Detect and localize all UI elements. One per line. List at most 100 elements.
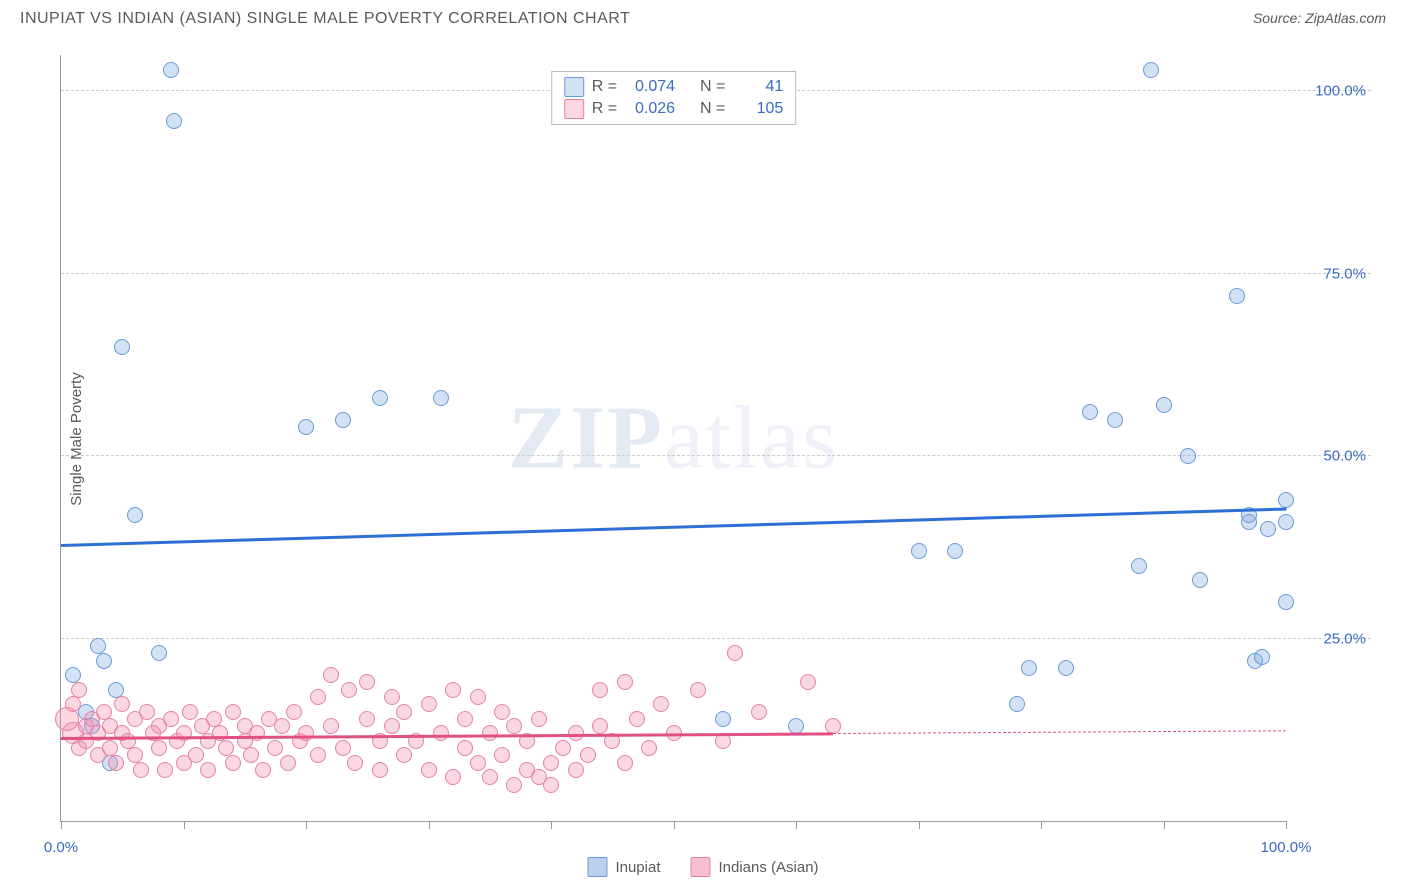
scatter-point xyxy=(1009,696,1025,712)
scatter-point xyxy=(323,667,339,683)
watermark-bold: ZIP xyxy=(508,389,664,488)
stats-n-value: 105 xyxy=(733,100,783,118)
x-tick xyxy=(919,821,920,829)
scatter-point xyxy=(267,740,283,756)
stats-n-label: N = xyxy=(700,100,725,118)
scatter-point xyxy=(1082,404,1098,420)
scatter-point xyxy=(96,704,112,720)
scatter-point xyxy=(157,762,173,778)
gridline-h xyxy=(61,638,1371,639)
scatter-point xyxy=(71,682,87,698)
stats-r-value: 0.074 xyxy=(625,78,675,96)
scatter-point xyxy=(96,653,112,669)
scatter-point xyxy=(482,769,498,785)
scatter-point xyxy=(421,696,437,712)
scatter-point xyxy=(1278,492,1294,508)
scatter-point xyxy=(335,740,351,756)
scatter-point xyxy=(555,740,571,756)
scatter-point xyxy=(249,725,265,741)
scatter-point xyxy=(617,755,633,771)
legend-swatch xyxy=(690,857,710,877)
scatter-point xyxy=(1254,649,1270,665)
x-tick xyxy=(796,821,797,829)
scatter-point xyxy=(163,62,179,78)
scatter-point xyxy=(1156,397,1172,413)
legend-label: Inupiat xyxy=(615,859,660,876)
scatter-point xyxy=(108,682,124,698)
scatter-point xyxy=(947,543,963,559)
scatter-point xyxy=(372,390,388,406)
scatter-point xyxy=(90,638,106,654)
scatter-point xyxy=(280,755,296,771)
source-name: ZipAtlas.com xyxy=(1305,10,1386,26)
scatter-point xyxy=(323,718,339,734)
scatter-point xyxy=(1229,288,1245,304)
scatter-point xyxy=(176,725,192,741)
stats-row: R =0.074 N =41 xyxy=(564,76,784,98)
scatter-point xyxy=(133,762,149,778)
stats-n-label: N = xyxy=(700,78,725,96)
x-tick xyxy=(551,821,552,829)
scatter-point xyxy=(286,704,302,720)
scatter-point xyxy=(359,711,375,727)
scatter-point xyxy=(243,747,259,763)
scatter-point xyxy=(911,543,927,559)
scatter-point xyxy=(506,718,522,734)
x-tick xyxy=(61,821,62,829)
x-tick-label: 100.0% xyxy=(1261,839,1312,856)
x-tick xyxy=(306,821,307,829)
x-tick xyxy=(674,821,675,829)
scatter-point xyxy=(641,740,657,756)
y-tick-label: 25.0% xyxy=(1323,630,1366,647)
scatter-point xyxy=(715,711,731,727)
scatter-point xyxy=(568,762,584,778)
scatter-point xyxy=(151,740,167,756)
scatter-point xyxy=(1278,514,1294,530)
scatter-point xyxy=(127,507,143,523)
scatter-point xyxy=(457,740,473,756)
scatter-point xyxy=(531,711,547,727)
y-tick-label: 75.0% xyxy=(1323,265,1366,282)
scatter-point xyxy=(372,762,388,778)
legend-label: Indians (Asian) xyxy=(718,859,818,876)
scatter-point xyxy=(629,711,645,727)
scatter-point xyxy=(1192,572,1208,588)
x-tick-label: 0.0% xyxy=(44,839,78,856)
scatter-point xyxy=(206,711,222,727)
scatter-point xyxy=(396,747,412,763)
legend: Inupiat Indians (Asian) xyxy=(587,857,818,877)
scatter-point xyxy=(617,674,633,690)
x-tick xyxy=(1164,821,1165,829)
source-attribution: Source: ZipAtlas.com xyxy=(1253,10,1386,28)
watermark: ZIPatlas xyxy=(508,387,839,490)
scatter-point xyxy=(457,711,473,727)
trend-line-dashed xyxy=(833,730,1286,734)
scatter-point xyxy=(200,762,216,778)
scatter-point xyxy=(1021,660,1037,676)
scatter-point xyxy=(433,390,449,406)
source-prefix: Source: xyxy=(1253,10,1305,26)
scatter-point xyxy=(384,718,400,734)
scatter-point xyxy=(396,704,412,720)
gridline-h xyxy=(61,273,1371,274)
scatter-point xyxy=(108,755,124,771)
scatter-point xyxy=(1131,558,1147,574)
scatter-point xyxy=(347,755,363,771)
scatter-point xyxy=(1107,412,1123,428)
scatter-point xyxy=(580,747,596,763)
scatter-point xyxy=(182,704,198,720)
scatter-point xyxy=(65,696,81,712)
scatter-point xyxy=(298,419,314,435)
x-tick xyxy=(1041,821,1042,829)
scatter-point xyxy=(470,755,486,771)
scatter-point xyxy=(592,718,608,734)
scatter-point xyxy=(543,777,559,793)
stats-swatch xyxy=(564,99,584,119)
scatter-point xyxy=(274,718,290,734)
scatter-point xyxy=(445,769,461,785)
scatter-point xyxy=(653,696,669,712)
scatter-point xyxy=(445,682,461,698)
scatter-point xyxy=(384,689,400,705)
scatter-point xyxy=(127,747,143,763)
scatter-point xyxy=(751,704,767,720)
